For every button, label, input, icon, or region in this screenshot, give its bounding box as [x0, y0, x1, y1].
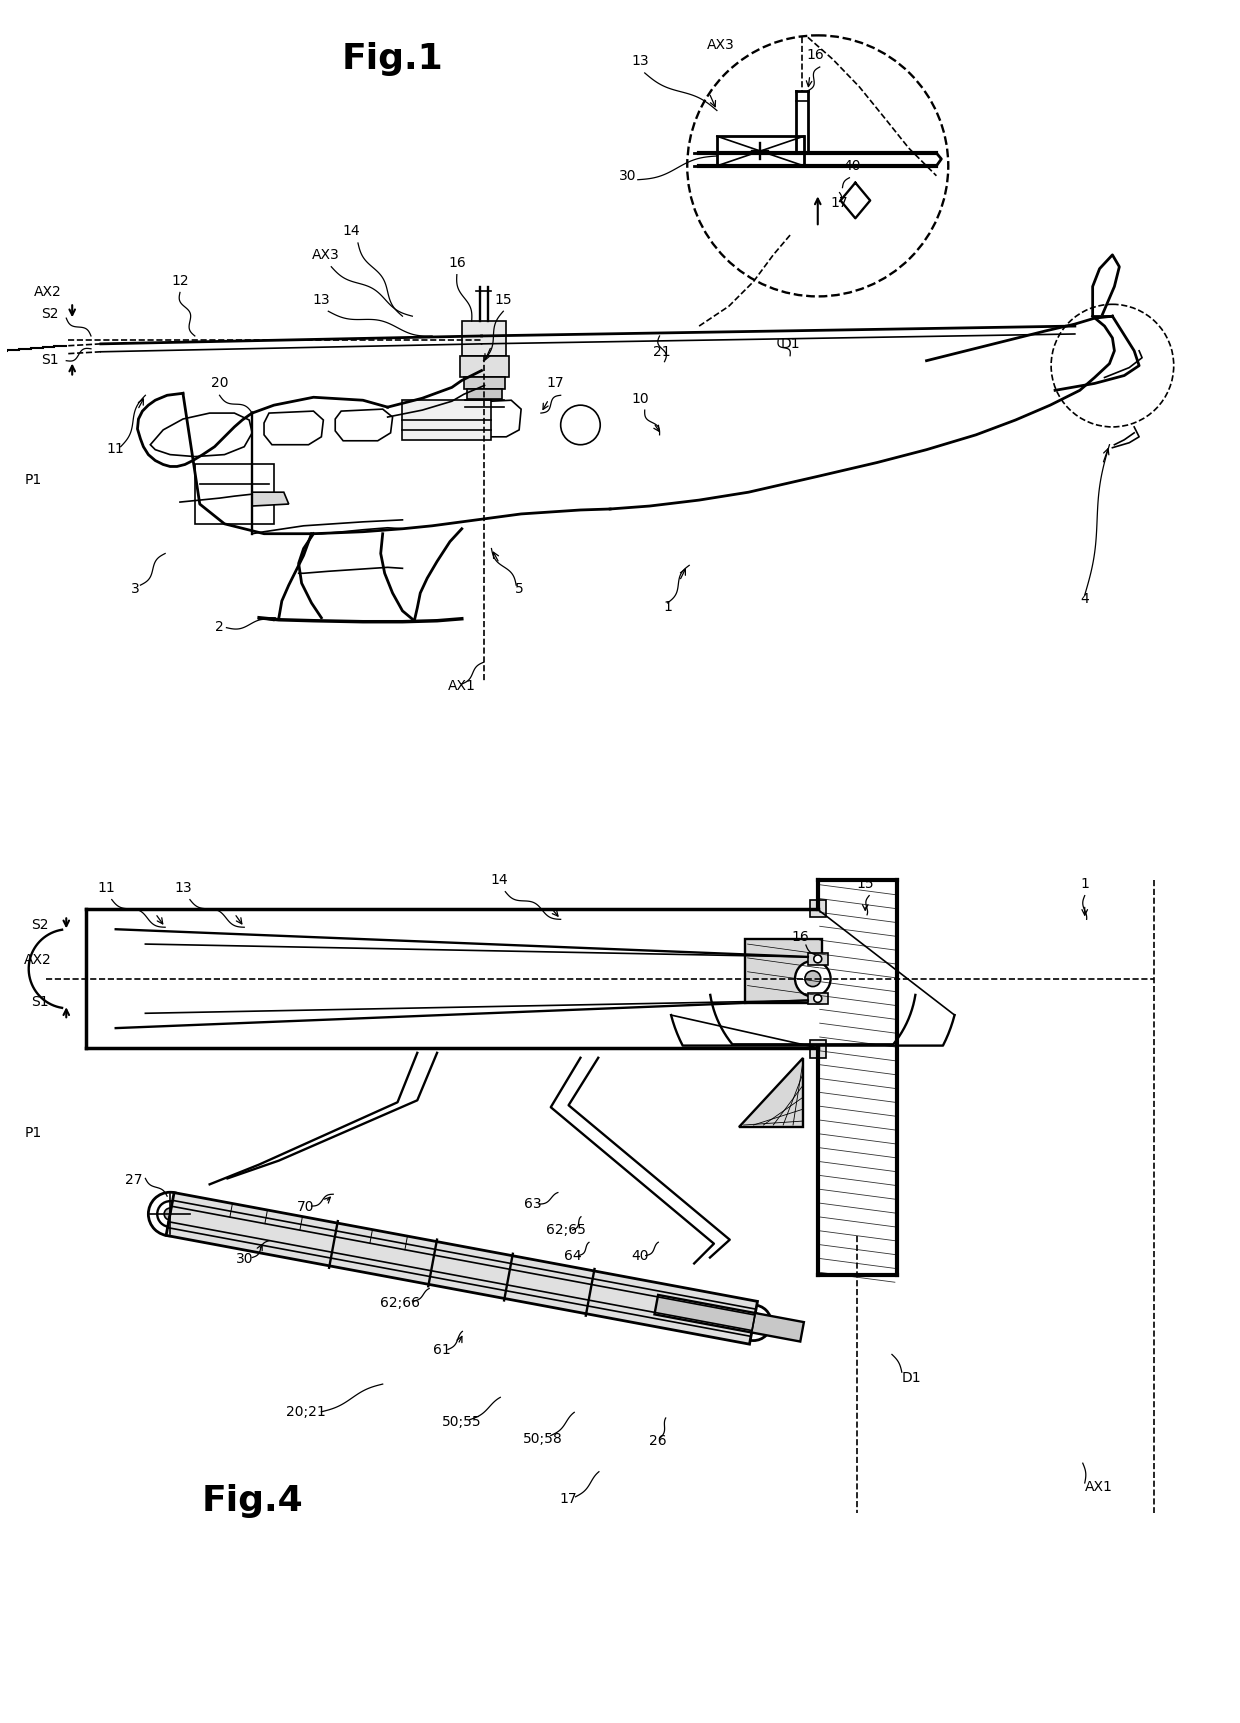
- Text: 62;65: 62;65: [546, 1223, 585, 1237]
- Text: 1: 1: [1080, 877, 1089, 891]
- Text: AX3: AX3: [311, 248, 340, 262]
- Text: 30: 30: [236, 1253, 253, 1266]
- Bar: [403, 400, 491, 439]
- Text: 13: 13: [631, 53, 649, 67]
- Text: 13: 13: [174, 880, 192, 894]
- Text: 3: 3: [131, 582, 140, 596]
- Text: AX2: AX2: [24, 953, 51, 967]
- Text: 30: 30: [619, 169, 636, 183]
- Text: 63: 63: [525, 1197, 542, 1211]
- Polygon shape: [252, 493, 289, 507]
- Text: 11: 11: [107, 441, 124, 455]
- Text: 11: 11: [97, 880, 114, 894]
- Text: 62;66: 62;66: [381, 1296, 420, 1309]
- Polygon shape: [655, 1296, 804, 1342]
- Text: 5: 5: [515, 582, 523, 596]
- Text: 27: 27: [125, 1173, 143, 1187]
- Text: 50;58: 50;58: [523, 1432, 563, 1446]
- Text: 20;21: 20;21: [285, 1404, 325, 1418]
- Text: 4: 4: [1080, 593, 1089, 606]
- Text: 40: 40: [631, 1249, 649, 1263]
- Text: 17: 17: [547, 376, 564, 391]
- Text: 21: 21: [652, 345, 671, 358]
- Text: Fig.4: Fig.4: [201, 1484, 303, 1518]
- Circle shape: [164, 1208, 176, 1220]
- Circle shape: [735, 1304, 771, 1340]
- Text: 16: 16: [448, 255, 466, 271]
- Text: AX1: AX1: [448, 679, 476, 693]
- Bar: [808, 953, 827, 965]
- Polygon shape: [166, 1192, 758, 1344]
- Circle shape: [813, 955, 822, 963]
- Text: 13: 13: [312, 293, 330, 307]
- Text: 12: 12: [171, 274, 188, 288]
- Circle shape: [795, 961, 831, 996]
- Bar: [810, 899, 826, 917]
- Text: 2: 2: [216, 620, 224, 634]
- Text: AX1: AX1: [1085, 1480, 1112, 1494]
- Text: 16: 16: [791, 930, 808, 944]
- Text: S1: S1: [41, 353, 58, 367]
- Circle shape: [749, 1318, 759, 1328]
- Circle shape: [813, 994, 822, 1003]
- Bar: [810, 1041, 826, 1058]
- Text: 10: 10: [631, 393, 649, 407]
- Text: 50;55: 50;55: [441, 1415, 481, 1428]
- Bar: [744, 939, 822, 1003]
- Text: P1: P1: [25, 1125, 42, 1141]
- Text: 17: 17: [559, 1492, 578, 1506]
- Text: 64: 64: [564, 1249, 582, 1263]
- Text: S1: S1: [31, 996, 48, 1010]
- Bar: [808, 992, 827, 1005]
- Text: 40: 40: [843, 159, 861, 172]
- Text: 14: 14: [491, 874, 508, 887]
- Bar: [461, 320, 506, 355]
- Text: 16: 16: [807, 48, 825, 62]
- Text: 20: 20: [211, 376, 228, 391]
- Text: AX2: AX2: [33, 286, 61, 300]
- Text: D1: D1: [780, 336, 800, 351]
- Bar: [464, 377, 505, 389]
- Text: S2: S2: [41, 307, 58, 320]
- Text: S2: S2: [31, 918, 48, 932]
- Bar: [460, 355, 510, 377]
- Text: 17: 17: [831, 196, 848, 210]
- Text: 15: 15: [495, 293, 512, 307]
- Text: 70: 70: [296, 1199, 314, 1215]
- Text: AX3: AX3: [707, 38, 735, 52]
- Bar: [466, 389, 502, 400]
- Text: P1: P1: [25, 474, 42, 488]
- Text: 15: 15: [857, 877, 874, 891]
- Text: 26: 26: [649, 1434, 666, 1449]
- Text: Fig.1: Fig.1: [342, 41, 444, 76]
- Circle shape: [805, 970, 821, 987]
- Text: D1: D1: [901, 1372, 921, 1385]
- Circle shape: [149, 1192, 192, 1235]
- Bar: [717, 136, 804, 165]
- Text: 1: 1: [663, 600, 672, 613]
- Polygon shape: [739, 1058, 804, 1127]
- Text: 61: 61: [433, 1344, 451, 1358]
- Text: 14: 14: [342, 224, 360, 238]
- Bar: [195, 465, 274, 524]
